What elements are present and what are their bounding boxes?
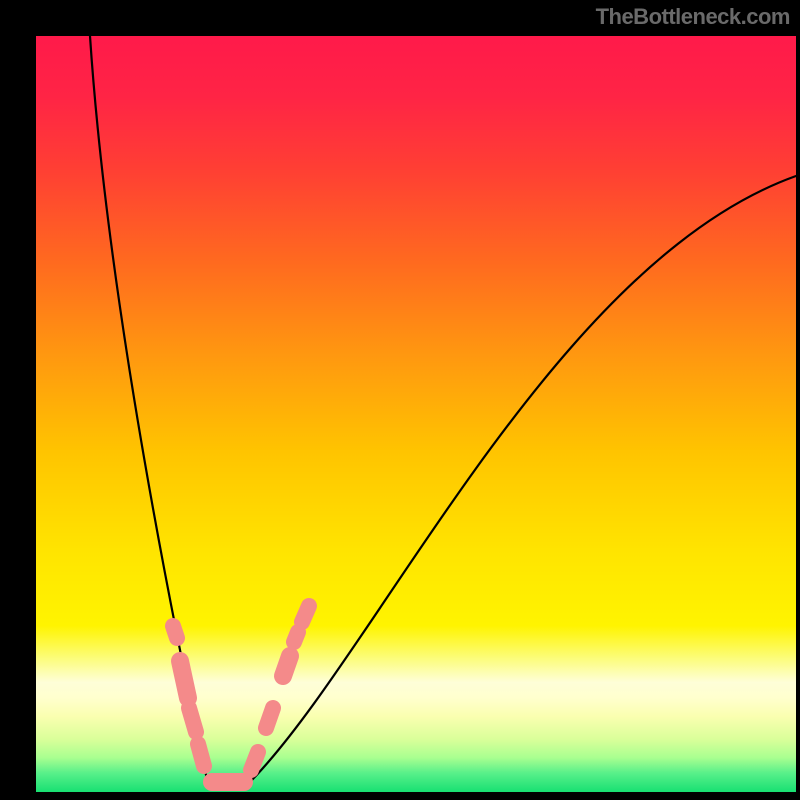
marker-pill bbox=[302, 606, 309, 622]
marker-pill bbox=[283, 656, 290, 676]
marker-pill bbox=[294, 632, 298, 642]
marker-pill bbox=[251, 752, 258, 770]
marker-pill bbox=[180, 661, 188, 698]
marker-pill bbox=[189, 708, 196, 732]
plot-area bbox=[36, 36, 796, 792]
chart-frame: TheBottleneck.com bbox=[0, 0, 800, 800]
watermark-text: TheBottleneck.com bbox=[596, 4, 790, 30]
data-markers bbox=[36, 36, 796, 792]
marker-pill bbox=[198, 744, 204, 766]
marker-pill bbox=[266, 708, 273, 728]
marker-pill bbox=[173, 626, 177, 638]
